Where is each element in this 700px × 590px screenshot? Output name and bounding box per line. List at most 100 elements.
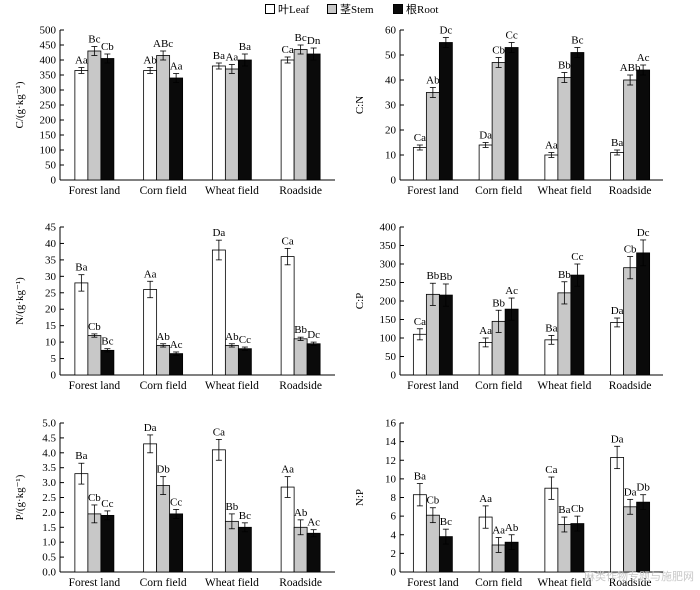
bar-leaf bbox=[478, 342, 493, 376]
data-label: Dc bbox=[307, 329, 320, 341]
data-label: Ab bbox=[426, 75, 440, 87]
y-tick-label: 200 bbox=[380, 296, 397, 308]
chart-1: 0 50 100 150 200 250 300 350 400 450 500 C/(g·kg⁻¹)… bbox=[14, 25, 335, 197]
data-label: Ba bbox=[75, 262, 87, 274]
y-tick-label: 10 bbox=[385, 150, 397, 162]
bar-stem bbox=[156, 55, 171, 181]
bar-stem bbox=[87, 50, 102, 181]
y-tick-label: 45 bbox=[45, 222, 57, 234]
y-tick-label: 12 bbox=[385, 455, 396, 467]
bar-leaf bbox=[412, 494, 427, 573]
x-tick-label: Corn field bbox=[475, 577, 522, 589]
y-tick-label: 20 bbox=[45, 304, 57, 316]
data-label: Bb bbox=[558, 60, 571, 72]
legend-swatch-stem bbox=[327, 4, 337, 14]
x-tick-label: Forest land bbox=[69, 185, 121, 197]
x-tick-label: Wheat field bbox=[205, 185, 259, 197]
y-tick-label: 35 bbox=[45, 254, 57, 266]
data-label: Bb bbox=[492, 297, 505, 309]
data-label: ABb bbox=[620, 62, 641, 74]
y-tick-label: 1.0 bbox=[42, 537, 56, 549]
data-label: Cb bbox=[492, 45, 505, 57]
y-tick-label: 40 bbox=[385, 75, 397, 87]
bar-leaf bbox=[211, 249, 226, 376]
bar-leaf bbox=[544, 487, 559, 573]
bar-stem bbox=[491, 62, 506, 181]
bar-leaf bbox=[280, 256, 295, 376]
data-label: Ab bbox=[505, 522, 519, 534]
x-tick-label: Wheat field bbox=[205, 577, 259, 589]
bar-leaf bbox=[74, 70, 89, 181]
y-tick-label: 50 bbox=[45, 160, 57, 172]
y-tick-label: 100 bbox=[40, 145, 57, 157]
bar-leaf bbox=[544, 154, 559, 181]
y-tick-label: 40 bbox=[45, 238, 57, 250]
data-label: Cb bbox=[624, 244, 637, 256]
bar-leaf bbox=[211, 65, 226, 181]
bar-root bbox=[100, 58, 115, 181]
data-label: Bc bbox=[295, 32, 307, 44]
y-tick-label: 20 bbox=[385, 125, 397, 137]
y-axis-label: C:N bbox=[354, 96, 366, 114]
x-tick-label: Forest land bbox=[69, 380, 121, 392]
data-label: Ba bbox=[75, 450, 87, 462]
bar-stem bbox=[623, 506, 638, 573]
y-tick-label: 2.0 bbox=[42, 507, 56, 519]
data-label: Aa bbox=[170, 61, 183, 73]
y-tick-label: 2 bbox=[391, 548, 397, 560]
bar-root bbox=[636, 501, 651, 573]
data-label: Bb bbox=[426, 270, 439, 282]
x-tick-label: Roadside bbox=[279, 185, 322, 197]
watermark: 麻类作物专题与施肥网 bbox=[584, 570, 694, 583]
bar-stem bbox=[224, 344, 239, 376]
bar-root bbox=[570, 52, 585, 181]
data-label: Da bbox=[479, 130, 492, 142]
legend-label-leaf: 叶Leaf bbox=[278, 4, 310, 16]
x-tick-label: Wheat field bbox=[537, 577, 591, 589]
data-label: Aa bbox=[545, 140, 558, 152]
y-tick-label: 5.0 bbox=[42, 418, 56, 430]
y-tick-label: 30 bbox=[45, 271, 57, 283]
bar-root bbox=[237, 348, 252, 376]
bar-root bbox=[100, 349, 115, 376]
data-label: Ab bbox=[156, 331, 170, 343]
y-tick-label: 0 bbox=[391, 370, 397, 382]
bar-leaf bbox=[74, 473, 89, 573]
data-label: Bc bbox=[88, 34, 100, 46]
data-label: Cb bbox=[101, 41, 114, 53]
bar-root bbox=[504, 47, 519, 181]
bar-root bbox=[636, 252, 651, 376]
data-label: Cc bbox=[170, 496, 182, 508]
bar-leaf bbox=[280, 486, 295, 573]
y-tick-label: 30 bbox=[385, 100, 397, 112]
x-tick-label: Corn field bbox=[140, 380, 187, 392]
bar-stem bbox=[425, 293, 440, 376]
y-tick-label: 250 bbox=[40, 100, 57, 112]
data-label: Aa bbox=[75, 55, 88, 67]
bar-leaf bbox=[74, 282, 89, 376]
data-label: Db bbox=[636, 482, 650, 494]
data-label: Da bbox=[212, 227, 225, 239]
y-tick-label: 50 bbox=[385, 50, 397, 62]
data-label: Dc bbox=[439, 25, 452, 37]
y-axis-label: P/(g·kg⁻¹) bbox=[14, 474, 26, 520]
bar-leaf bbox=[610, 457, 625, 573]
y-axis-label: C/(g·kg⁻¹) bbox=[14, 81, 26, 128]
bar-root bbox=[438, 42, 453, 181]
data-label: Aa bbox=[225, 52, 238, 64]
bar-stem bbox=[293, 338, 308, 376]
data-label: Cb bbox=[88, 492, 101, 504]
data-label: Cb bbox=[571, 503, 584, 515]
bar-root bbox=[169, 353, 184, 376]
y-tick-label: 10 bbox=[385, 473, 397, 485]
data-label: Cc bbox=[571, 251, 583, 263]
legend-swatch-root bbox=[393, 4, 403, 14]
bar-leaf bbox=[478, 144, 493, 181]
data-label: Bb bbox=[294, 324, 307, 336]
bar-root bbox=[100, 514, 115, 573]
legend-item-stem: 茎Stem bbox=[327, 1, 374, 17]
legend-label-stem: 茎Stem bbox=[340, 4, 374, 16]
